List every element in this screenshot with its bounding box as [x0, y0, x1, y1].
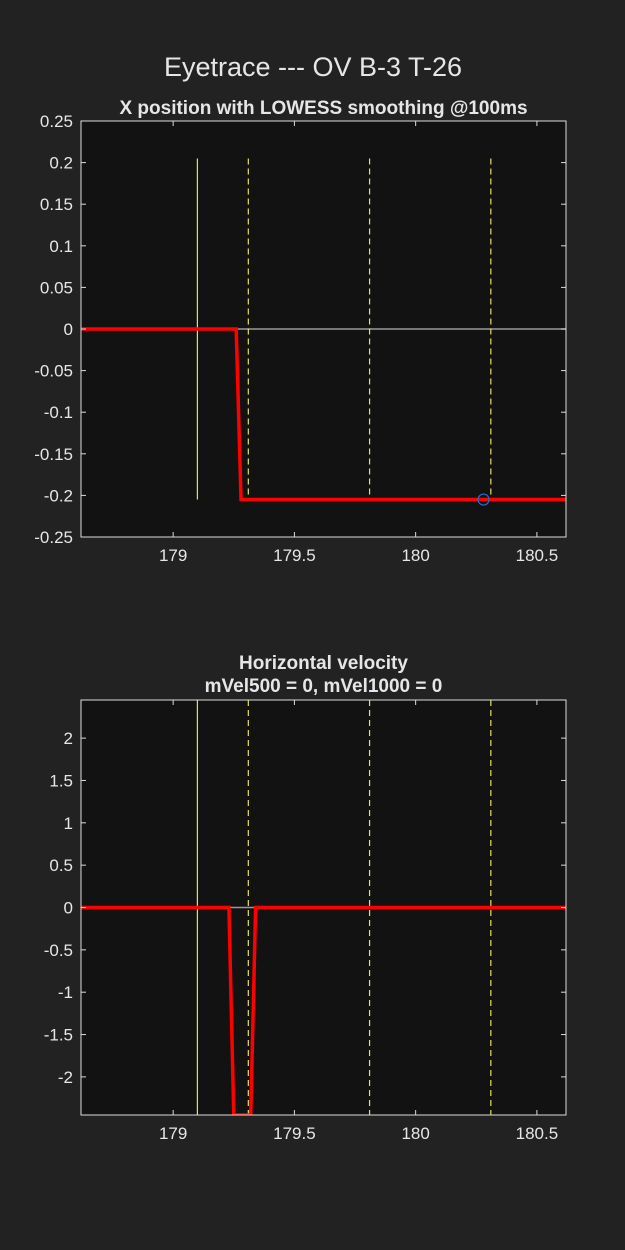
x-tick-label: 179 [159, 1124, 187, 1143]
y-tick-label: -0.2 [44, 486, 73, 505]
plot-content [81, 700, 566, 1115]
marker-1 [477, 493, 490, 506]
y-tick-label: 0 [64, 899, 73, 918]
x-tick-label: 179.5 [273, 546, 316, 565]
figure-title: Eyetrace --- OV B-3 T-26 [164, 52, 462, 82]
y-tick-label: -0.5 [44, 941, 73, 960]
y-tick-label: 0.5 [49, 856, 73, 875]
y-tick-label: -1.5 [44, 1026, 73, 1045]
y-tick-label: -2 [58, 1068, 73, 1087]
x-tick-label: 179 [159, 546, 187, 565]
y-tick-label: 0.25 [40, 112, 73, 131]
x-tick-label: 179.5 [273, 1124, 316, 1143]
y-tick-label: 1.5 [49, 771, 73, 790]
y-tick-label: 0 [64, 320, 73, 339]
panel-title-line-1: Horizontal velocity [239, 653, 408, 674]
x-tick-label: 180.5 [516, 546, 559, 565]
y-tick-label: 0.15 [40, 195, 73, 214]
x-tick-label: 180 [401, 1124, 429, 1143]
horizontal-velocity-panel: 2 1.5 1 0.5 0 -0.5 -1 -1.5 -2 179 179.5 180 180.5 Hor… [44, 653, 567, 1143]
series-line-1 [81, 905, 566, 1115]
y-tick-label: 0.05 [40, 278, 73, 297]
y-tick-label: 1 [64, 814, 73, 833]
x-tick-label: 180.5 [516, 1124, 559, 1143]
y-tick-label: -0.1 [44, 403, 73, 422]
y-tick-label: 0.2 [49, 154, 73, 173]
panel-title-line-2: mVel500 = 0, mVel1000 = 0 [205, 676, 443, 697]
x-tick-label: 180 [401, 546, 429, 565]
plot-content [81, 158, 566, 506]
y-tick-label: -0.25 [34, 528, 73, 547]
series-line-1 [81, 327, 566, 502]
y-tick-label: 0.1 [49, 237, 73, 256]
panel-title-line-1: X position with LOWESS smoothing @100ms [119, 98, 527, 119]
y-tick-label: -0.05 [34, 362, 73, 381]
y-tick-label: 2 [64, 729, 73, 748]
y-tick-label: -0.15 [34, 445, 73, 464]
y-tick-label: -1 [58, 983, 73, 1002]
x-position-panel: 0.25 0.2 0.15 0.1 0.05 0 -0.05 -0.1 -0.15 -0.2 -0.… [34, 98, 567, 565]
